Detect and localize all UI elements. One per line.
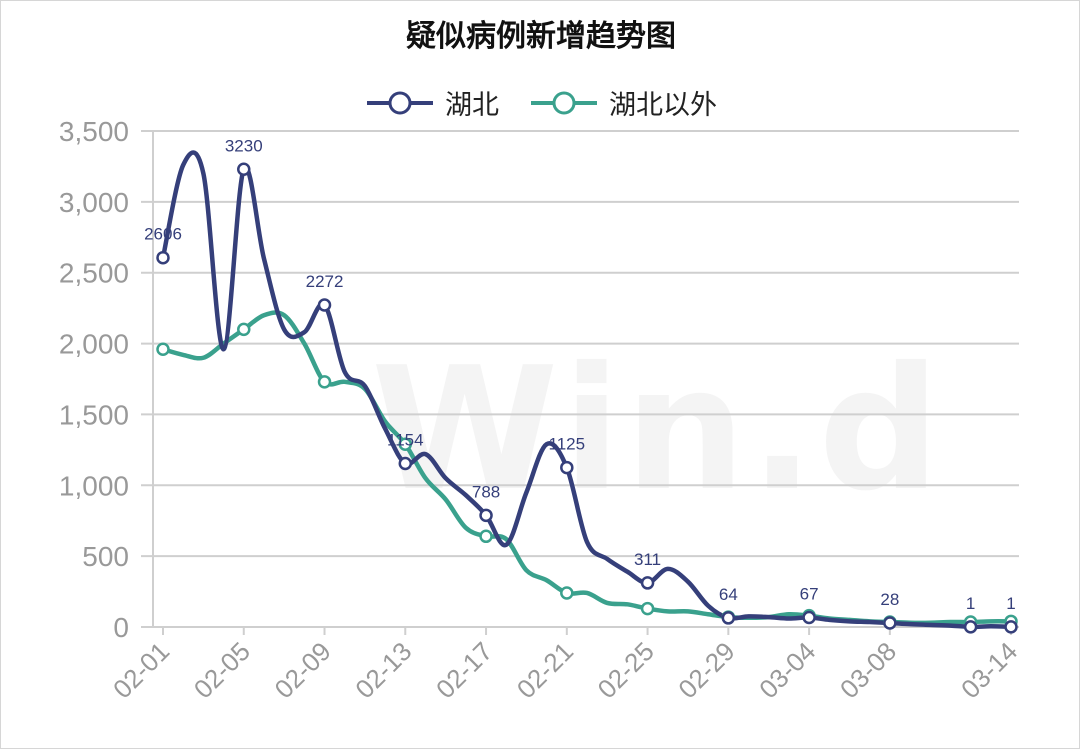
legend-label: 湖北以外 <box>609 90 717 121</box>
x-tick-label: 02-09 <box>269 636 337 704</box>
x-tick-label: 03-08 <box>834 636 902 704</box>
data-label: 28 <box>880 590 899 609</box>
x-tick-label: 02-13 <box>349 636 417 704</box>
series-line-outside-hubei <box>160 310 1014 626</box>
data-label: 64 <box>719 585 738 604</box>
data-label: 1 <box>1006 594 1015 613</box>
data-point <box>640 576 655 590</box>
data-point <box>479 529 493 544</box>
x-tick-label: 03-04 <box>753 636 821 704</box>
data-point <box>721 611 736 625</box>
data-label: 1154 <box>387 430 424 449</box>
data-point <box>802 610 816 625</box>
legend-marker-icon <box>531 91 597 114</box>
chart-title: 疑似病例新增趋势图 <box>406 19 676 54</box>
y-tick-label: 2,500 <box>59 258 129 289</box>
x-tick-label: 02-25 <box>592 636 660 704</box>
data-label: 311 <box>634 550 661 569</box>
y-tick-label: 1,500 <box>59 399 129 430</box>
data-point <box>883 616 897 630</box>
data-point <box>237 162 251 177</box>
data-point <box>156 250 170 265</box>
legend-entry-hubei[interactable]: 湖北 <box>365 83 499 122</box>
x-tick-label: 02-01 <box>107 636 175 704</box>
y-tick-label: 3,500 <box>59 116 129 147</box>
data-point <box>317 375 332 389</box>
data-label: 3230 <box>225 136 263 155</box>
data-point <box>317 298 332 312</box>
x-tick-label: 02-17 <box>430 636 498 704</box>
data-point <box>1004 620 1018 634</box>
data-point <box>560 586 574 600</box>
legend-label: 湖北 <box>445 90 499 121</box>
y-tick-label: 3,000 <box>59 187 129 218</box>
data-point <box>398 437 413 451</box>
x-tick-label: 02-05 <box>188 636 256 704</box>
data-point <box>640 601 655 616</box>
data-point <box>237 322 251 337</box>
data-label: 1 <box>966 594 975 613</box>
legend: 湖北 湖北以外 <box>1 83 1080 122</box>
x-tick-label: 02-21 <box>511 636 579 704</box>
data-label: 788 <box>472 482 500 501</box>
data-point <box>398 456 413 471</box>
data-label: 2606 <box>144 225 182 244</box>
y-tick-label: 500 <box>82 541 129 572</box>
data-point <box>963 620 978 634</box>
x-tick-label: 03-14 <box>955 636 1023 704</box>
data-point <box>479 508 493 523</box>
data-point <box>156 342 170 356</box>
data-label: 1125 <box>549 435 586 454</box>
x-tick-label: 02-29 <box>672 636 740 704</box>
y-tick-label: 1,000 <box>59 470 129 501</box>
legend-entry-outside-hubei[interactable]: 湖北以外 <box>529 83 717 122</box>
data-point <box>560 460 574 475</box>
y-tick-label: 2,000 <box>59 329 129 360</box>
data-label: 2272 <box>306 272 344 291</box>
legend-marker-icon <box>367 91 433 114</box>
data-label: 67 <box>800 585 819 604</box>
y-tick-label: 0 <box>113 612 129 643</box>
